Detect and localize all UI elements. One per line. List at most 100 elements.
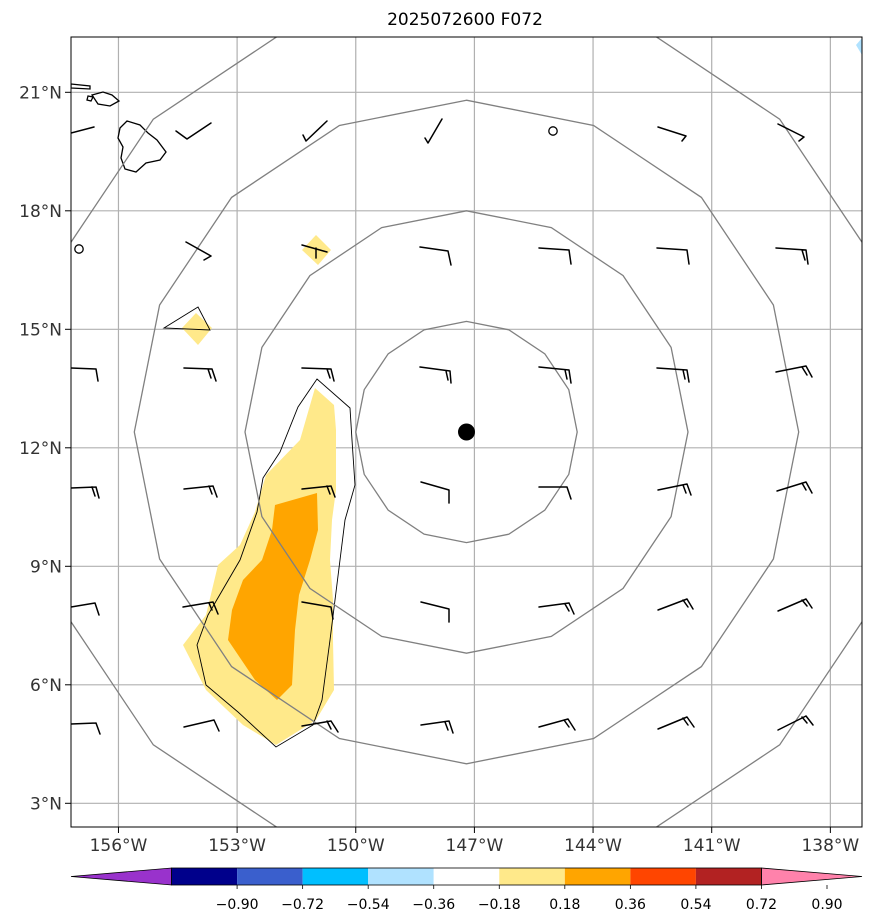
colorbar-tick-label: 0.72 [746,897,777,913]
colorbar-segment [368,868,434,885]
latitude-label: 21°N [19,83,62,103]
wind-barb [538,486,572,500]
wind-barb [71,602,100,616]
longitude-label: 153°W [208,836,266,856]
latitude-label: 12°N [19,439,62,459]
wind-barb [183,719,220,732]
wind-barb [71,486,100,499]
pale-blue-fill-corner [856,38,862,55]
colorbar-segment [695,868,762,885]
colorbar: −0.90 −0.72 −0.54 −0.36 −0.18 0.18 0.36 0.54 0.7… [70,867,863,913]
longitude-label: 156°W [90,836,148,856]
gridlines [71,37,862,827]
colorbar-tick-label: −0.54 [347,897,390,913]
wind-barb [777,598,813,612]
contour-outline-small [162,306,211,331]
wind-barb [420,481,450,504]
colorbar-segment [302,868,369,885]
wind-barb [183,485,218,498]
wind-barb [71,126,95,134]
wind-barb [777,715,814,731]
map-frame [70,36,863,828]
wind-barb [656,367,690,383]
colorbar-segment [630,868,696,885]
wind-barb [538,366,572,384]
wind-barb [419,366,452,384]
island-molokai [71,83,91,90]
colorbar-tick-label: 0.90 [811,897,842,913]
longitude-label: 147°W [446,836,504,856]
longitude-labels: 156°W 153°W 150°W 147°W 144°W 141°W 138°W [90,836,860,856]
colorbar-frame [171,867,762,886]
axis-ticks [65,91,831,833]
wind-barb [71,367,99,382]
range-ring [244,210,689,654]
wind-barb [538,718,576,731]
latitude-label: 15°N [19,320,62,340]
wind-barb [183,367,217,382]
colorbar-segment [499,868,565,885]
longitude-label: 141°W [683,836,741,856]
wind-barb [175,122,212,140]
colorbar-segment [237,868,303,885]
wind-barb [301,485,336,498]
colorbar-tick-label: 0.18 [549,897,580,913]
colorbar-tick-label: 0.54 [680,897,711,913]
colorbar-tick-label: −0.90 [216,897,259,913]
anomaly-fill [182,38,862,745]
wind-barb [182,601,219,615]
range-ring [133,99,800,765]
wind-barb [657,126,687,142]
map-plot-area [70,36,863,828]
wind-barb [419,246,452,266]
wind-barb [657,483,692,496]
latitude-label: 18°N [19,202,62,222]
orange-fill-core [228,493,318,700]
wind-barb [301,244,328,259]
island-hawaii [117,120,167,173]
wind-barb [657,716,695,730]
latitude-labels: 3°N 6°N 9°N 12°N 15°N 18°N 21°N [19,83,62,814]
wind-barb [301,720,339,733]
wind-barbs [71,118,814,735]
wind-barb [71,722,101,735]
latitude-label: 3°N [30,794,62,814]
longitude-label: 138°W [801,836,859,856]
colorbar-tick-label: −0.18 [478,897,521,913]
wind-barb [538,247,572,265]
wind-barb [420,601,450,623]
wind-barb [777,123,805,142]
colorbar-tick-label: −0.36 [412,897,455,913]
island-kahoolawe [86,95,94,102]
colorbar-segment [171,868,238,885]
wind-barb [185,241,212,261]
small-island-west [74,244,84,254]
colorbar-segment [564,868,631,885]
range-ring [355,320,578,544]
wind-barb [301,367,335,382]
island-maui [90,91,121,107]
range-ring [71,37,862,827]
wind-barb [538,602,575,615]
contour-outline-main [196,378,356,748]
wind-barb [775,365,813,378]
colorbar-tick-label: 0.36 [615,897,646,913]
colorbar-tick-label: −0.72 [281,897,324,913]
latitude-label: 6°N [30,676,62,696]
wind-barb [775,247,809,265]
coastlines [71,83,558,254]
contour-outlines [162,306,356,748]
colorbar-max-extension [761,867,863,886]
wind-barb [424,118,443,144]
range-rings [71,37,862,827]
wind-barb [301,601,334,620]
map-title: 2025072600 F072 [387,10,543,30]
small-island-north [548,126,558,136]
storm-center-marker [458,423,475,441]
wind-barb [656,247,690,265]
longitude-label: 144°W [564,836,622,856]
colorbar-min-extension [70,867,172,886]
wind-barb [302,120,328,142]
wind-barb [657,598,694,611]
